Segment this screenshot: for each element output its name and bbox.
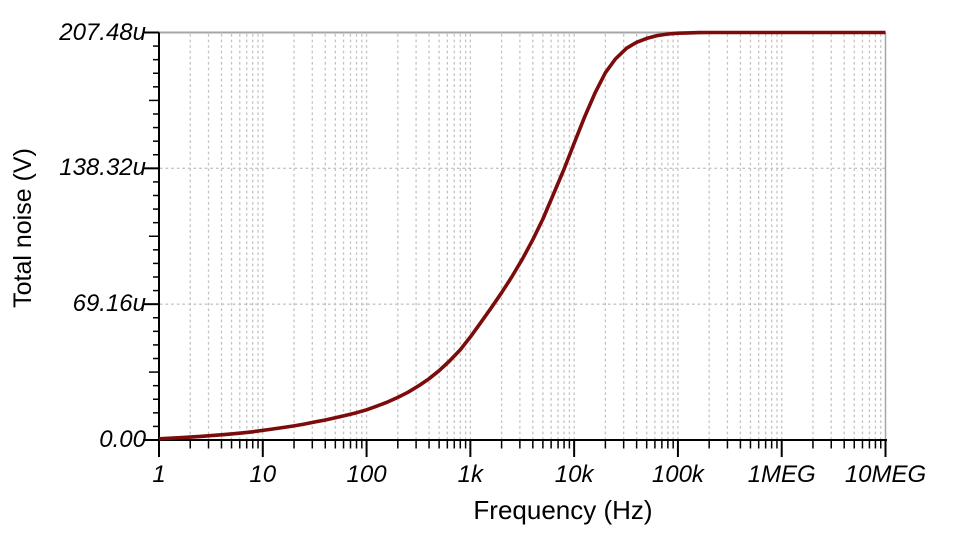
x-tick-label: 10 [249, 461, 277, 488]
total-noise-curve [158, 30, 886, 441]
y-axis-title: Total noise (V) [9, 148, 37, 308]
x-tick-label: 10MEG [844, 461, 927, 488]
grid-layer [160, 34, 886, 439]
tick-marks [143, 31, 887, 457]
y-tick-label: 0.00 [99, 426, 146, 453]
x-tick-label: 100 [346, 461, 387, 488]
axes [158, 32, 887, 441]
y-tick-label: 138.32u [59, 154, 146, 182]
y-tick-label: 69.16u [72, 290, 146, 318]
x-tick-label: 1k [457, 461, 484, 488]
x-tick-label: 100k [651, 461, 704, 488]
x-axis-title: Frequency (Hz) [473, 495, 653, 525]
y-tick-label: 207.48u [59, 18, 146, 46]
x-tick-label: 10k [554, 461, 594, 488]
x-tick-label: 1 [152, 461, 166, 488]
x-tick-label: 1MEG [747, 461, 816, 488]
